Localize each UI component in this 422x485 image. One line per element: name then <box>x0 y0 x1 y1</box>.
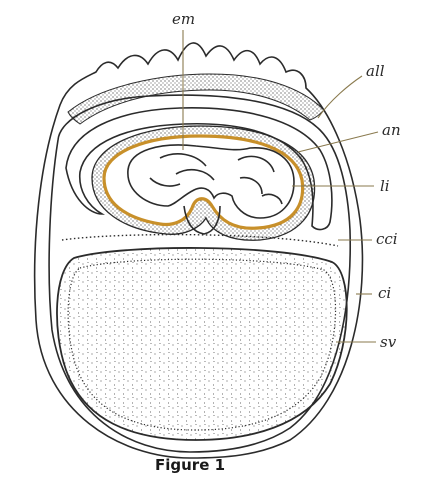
figure-caption: Figure 1 <box>155 456 225 474</box>
amnion-membrane <box>102 134 305 230</box>
connecting-stalk <box>183 205 221 235</box>
chorionic-cavity-boundary <box>61 233 339 247</box>
embryo-detail-lines <box>149 153 283 205</box>
label-ci: ci <box>378 284 391 302</box>
label-em: em <box>172 10 195 28</box>
villous-stippled-band <box>67 73 325 125</box>
label-all: all <box>366 62 385 80</box>
embryo-body <box>127 144 295 219</box>
label-an: an <box>382 121 401 139</box>
all-leader <box>317 75 363 119</box>
an-leader <box>297 131 379 153</box>
label-cci: cci <box>376 230 398 248</box>
yolk-sac-inner-contour <box>67 258 337 431</box>
outer-chorion-outline <box>33 42 364 459</box>
label-sv: sv <box>380 333 397 351</box>
label-li: li <box>380 177 390 195</box>
yolk-sac <box>56 247 348 441</box>
